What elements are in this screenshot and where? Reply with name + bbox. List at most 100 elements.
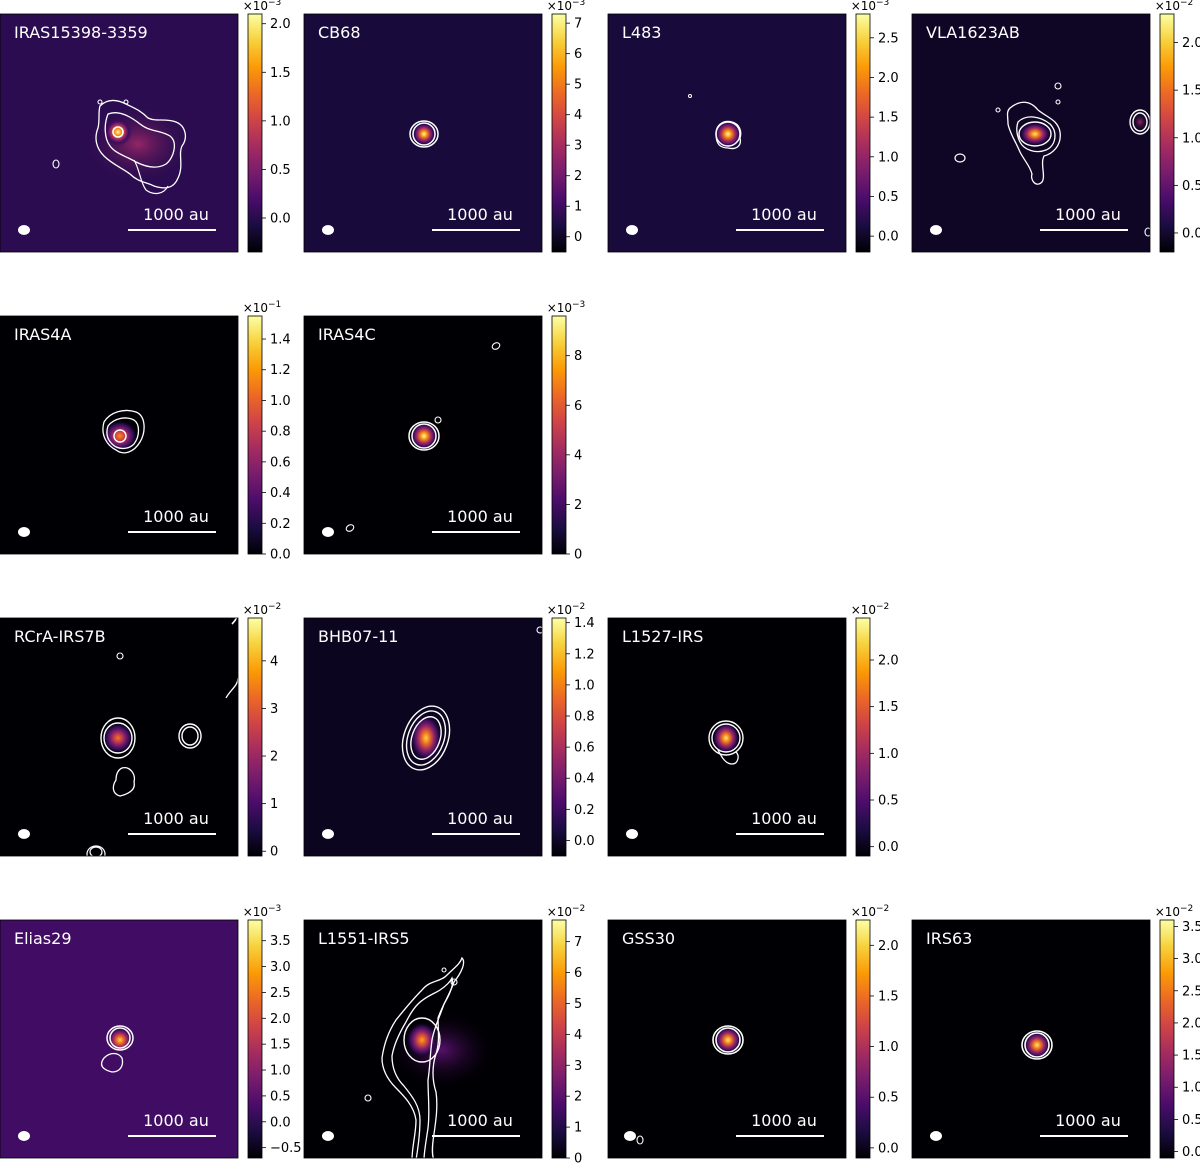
panel-title: GSS30 xyxy=(622,929,675,948)
colorbar xyxy=(855,13,871,253)
panel-L1527-IRS: 1000 au L1527-IRS 0.0 0.5 1.0 1.5 2.0 ×10−2 xyxy=(607,602,899,857)
colorbar-tick-label: 0.4 xyxy=(574,772,595,787)
contour-line xyxy=(409,120,439,148)
beam-ellipse xyxy=(18,225,30,235)
contour-line xyxy=(103,722,133,754)
colorbar-tick-label: 4 xyxy=(574,108,582,123)
panel-VLA1623AB: 1000 au VLA1623AB 0.0 0.5 1.0 1.5 2.0 ×10−2 xyxy=(911,0,1200,253)
colorbar-tick-label: 2 xyxy=(574,1090,582,1105)
axes-frame xyxy=(0,13,239,253)
colorbar-tick-label: 1.0 xyxy=(270,1064,291,1079)
colorbar-tick-label: −0.5 xyxy=(270,1141,302,1156)
colorbar-tick-label: 2.0 xyxy=(270,1012,291,1027)
source-emission xyxy=(410,422,438,450)
colorbar xyxy=(551,315,567,555)
colorbar xyxy=(247,617,263,857)
colorbar-exponent: ×10−3 xyxy=(547,300,586,315)
colorbar-tick-label: 2.0 xyxy=(878,939,899,954)
beam-ellipse xyxy=(18,1131,30,1141)
contour-line xyxy=(954,153,966,163)
colorbar-tick-label: 0.0 xyxy=(1182,1145,1200,1160)
panel-Elias29: 1000 au Elias29 −0.5 0.0 0.5 1.0 1.5 2.0 2.5 3.0 3… xyxy=(0,904,302,1159)
contour-line xyxy=(636,1135,644,1145)
panel-title: L1527-IRS xyxy=(622,627,703,646)
colorbar-tick-label: 1.0 xyxy=(1182,1081,1200,1096)
contour-line xyxy=(1055,99,1061,105)
beam-ellipse xyxy=(322,829,334,839)
contour-line xyxy=(401,705,451,771)
colorbar-tick-label: 4 xyxy=(574,448,582,463)
colorbar-exponent: ×10−3 xyxy=(243,0,282,13)
contour-line xyxy=(412,122,436,146)
colorbar-tick-label: 2.0 xyxy=(878,71,899,86)
colorbar xyxy=(247,919,263,1159)
extended-emission xyxy=(387,1010,497,1090)
contour-line xyxy=(113,429,127,443)
panel-title: Elias29 xyxy=(14,929,72,948)
colorbar-tick-label: 1.0 xyxy=(878,1040,899,1055)
source-emission xyxy=(104,118,132,146)
colorbar-tick-label: 0.0 xyxy=(270,212,291,227)
colorbar-tick-label: 2.5 xyxy=(878,31,899,46)
colorbar-tick-label: 3.0 xyxy=(270,960,291,975)
contour-line xyxy=(391,976,454,1158)
colorbar-tick-label: 4 xyxy=(270,654,278,669)
contour-line xyxy=(403,1017,441,1063)
colorbar-tick-label: 0.6 xyxy=(574,741,595,756)
source-emission xyxy=(712,722,740,754)
contour-line xyxy=(86,845,106,856)
scale-bar-label: 1000 au xyxy=(143,205,209,224)
colorbar-exponent: ×10−2 xyxy=(547,904,586,919)
colorbar-exponent: ×10−3 xyxy=(851,0,890,13)
colorbar-tick-label: 0.0 xyxy=(1182,226,1200,241)
axes-frame xyxy=(303,919,543,1159)
beam-ellipse xyxy=(322,225,334,235)
colorbar-tick-label: 2.5 xyxy=(270,986,291,1001)
contour-line xyxy=(345,524,355,532)
colorbar-exponent: ×10−1 xyxy=(243,300,282,315)
axes-frame xyxy=(303,617,543,857)
scale-bar-label: 1000 au xyxy=(1055,1111,1121,1130)
colorbar xyxy=(551,919,567,1159)
panel-CB68: 1000 au CB68 0 1 2 3 4 5 6 7 ×10−3 xyxy=(303,0,585,253)
beam-ellipse xyxy=(930,1131,942,1141)
axes-frame xyxy=(0,315,239,555)
colorbar-tick-label: 2.0 xyxy=(878,654,899,669)
colorbar-tick-label: 6 xyxy=(574,47,582,62)
colorbar-tick-label: 0.0 xyxy=(878,1141,899,1156)
colorbar-tick-label: 2.5 xyxy=(1182,984,1200,999)
colorbar-tick-label: 0.0 xyxy=(270,548,291,563)
axes-frame xyxy=(607,617,847,857)
contour-line xyxy=(1054,82,1062,90)
colorbar-tick-label: 3.0 xyxy=(1182,952,1200,967)
contour-line xyxy=(441,967,447,973)
colorbar-tick-label: 1.0 xyxy=(878,150,899,165)
axes-frame xyxy=(303,315,543,555)
contour-line xyxy=(109,1027,131,1049)
colorbar-tick-label: 1.5 xyxy=(270,66,291,81)
source-emission xyxy=(714,1026,742,1054)
contour-line xyxy=(112,126,124,138)
colorbar-tick-label: 0.0 xyxy=(878,230,899,245)
source-emission xyxy=(714,120,742,148)
axes-frame xyxy=(303,13,543,253)
source-emission xyxy=(102,722,134,754)
panel-IRAS15398-3359: 1000 au IRAS15398-3359 0.0 0.5 1.0 1.5 2.0 ×10−… xyxy=(0,0,291,253)
colorbar-tick-label: 0.5 xyxy=(270,163,291,178)
colorbar-tick-label: 3 xyxy=(270,702,278,717)
colorbar-tick-label: 0.8 xyxy=(270,425,291,440)
panel-title: RCrA-IRS7B xyxy=(14,627,106,646)
colorbar-tick-label: 1.4 xyxy=(574,616,595,631)
colorbar-tick-label: 0.5 xyxy=(878,1091,899,1106)
colorbar-tick-label: 3 xyxy=(574,1059,582,1074)
contour-line xyxy=(123,99,129,105)
contour-line xyxy=(1132,112,1148,132)
colorbar-tick-label: 1 xyxy=(574,1121,582,1136)
colorbar-tick-label: 2.0 xyxy=(1182,1016,1200,1031)
colorbar-exponent: ×10−3 xyxy=(243,904,282,919)
beam-ellipse xyxy=(322,527,334,537)
axes-frame xyxy=(911,13,1151,253)
contour-line xyxy=(410,716,442,760)
scale-bar-label: 1000 au xyxy=(751,1111,817,1130)
